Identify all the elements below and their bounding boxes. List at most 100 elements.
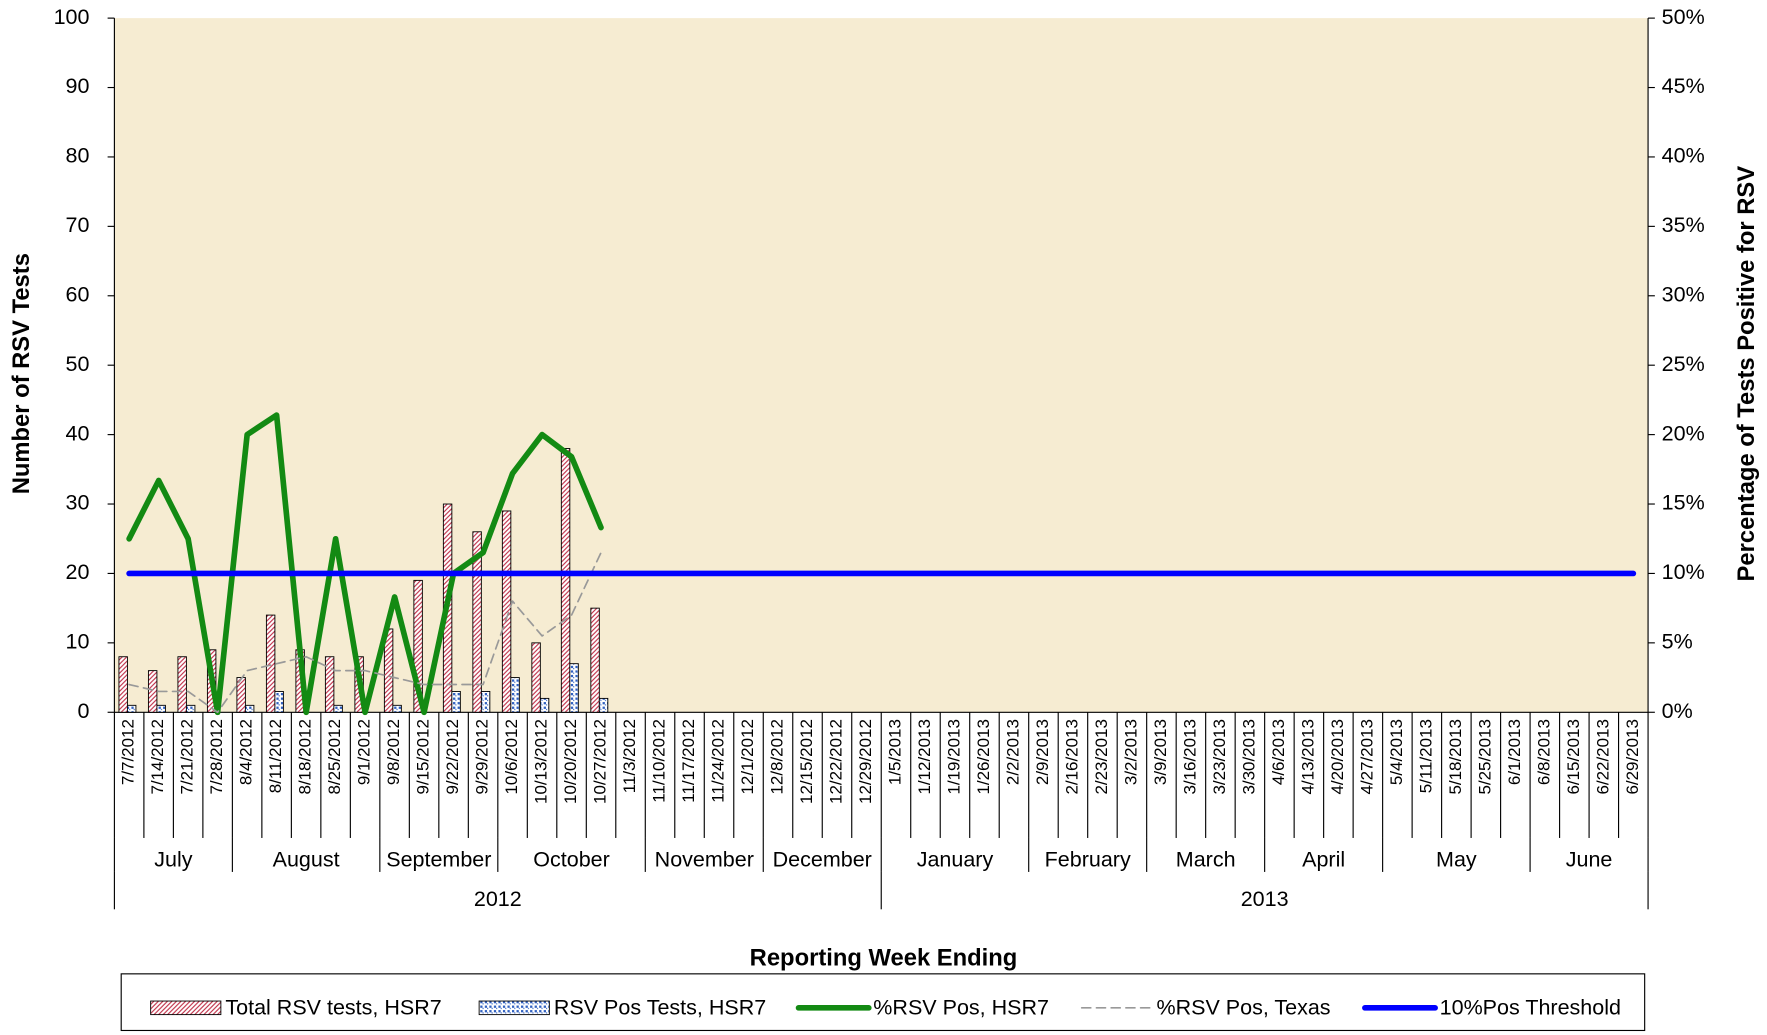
- x-tick-label: 1/12/2013: [915, 719, 934, 794]
- y2-tick-label: 35%: [1662, 213, 1705, 237]
- x-tick-label: 9/8/2012: [384, 719, 403, 785]
- bar: [118, 656, 128, 713]
- x-tick-label: 1/26/2013: [974, 719, 993, 794]
- x-tick-label: 12/15/2012: [797, 719, 816, 804]
- x-tick-label: 8/25/2012: [325, 719, 344, 794]
- x-tick-label: 8/4/2012: [237, 719, 256, 785]
- y-tick-label: 20: [66, 560, 90, 584]
- x-tick-label: 10/13/2012: [532, 719, 551, 804]
- y2-tick-label: 40%: [1662, 144, 1705, 168]
- x-tick-label: 10/20/2012: [561, 719, 580, 804]
- bar: [480, 690, 491, 713]
- y2-tick-label: 45%: [1662, 74, 1705, 98]
- month-label: December: [773, 847, 872, 871]
- x-tick-label: 8/11/2012: [266, 719, 285, 793]
- x-tick-label: 7/21/2012: [178, 719, 197, 794]
- x-tick-label: 9/22/2012: [443, 719, 462, 794]
- year-label: 2012: [474, 887, 522, 911]
- x-tick-label: 12/22/2012: [826, 719, 845, 804]
- x-tick-label: 11/17/2012: [679, 719, 698, 803]
- bar: [413, 579, 423, 713]
- bar: [244, 704, 255, 713]
- x-tick-label: 12/8/2012: [767, 719, 786, 794]
- x-tick-label: 3/16/2013: [1180, 719, 1199, 794]
- x-tick-label: 7/7/2012: [119, 719, 138, 785]
- bar: [156, 704, 166, 713]
- x-tick-label: 2/2/2013: [1003, 719, 1022, 785]
- y-tick-label: 80: [66, 144, 90, 168]
- bar: [451, 690, 461, 713]
- x-tick-label: 3/2/2013: [1121, 719, 1140, 785]
- x-tick-label: 5/4/2013: [1387, 719, 1406, 785]
- line: [126, 412, 604, 716]
- legend-swatch: [478, 1000, 550, 1016]
- month-label: July: [154, 847, 192, 871]
- bar: [126, 704, 137, 713]
- y2-tick-label: 30%: [1662, 282, 1705, 306]
- x-tick-label: 12/29/2012: [856, 719, 875, 804]
- y2-tick-label: 25%: [1662, 352, 1705, 376]
- y-tick-label: 10: [66, 630, 90, 654]
- legend-label: RSV Pos Tests, HSR7: [554, 996, 766, 1020]
- x-tick-label: 8/18/2012: [296, 719, 315, 794]
- x-tick-label: 12/1/2012: [738, 719, 757, 794]
- legend-box: [120, 973, 1646, 1032]
- x-tick-label: 2/23/2013: [1092, 719, 1111, 794]
- x-tick-label: 10/6/2012: [502, 719, 521, 794]
- x-tick-label: 9/15/2012: [414, 719, 433, 794]
- legend-label: %RSV Pos, Texas: [1156, 996, 1330, 1020]
- month-label: September: [386, 847, 491, 871]
- bar: [185, 704, 196, 713]
- y-tick-label: 100: [54, 5, 90, 29]
- month-label: May: [1436, 847, 1477, 871]
- y-tick-label: 60: [66, 282, 90, 306]
- x-tick-label: 3/30/2013: [1239, 719, 1258, 794]
- month-label: March: [1176, 847, 1236, 871]
- x-tick-label: 9/1/2012: [355, 719, 374, 785]
- x-tick-label: 3/23/2013: [1210, 719, 1229, 794]
- x-tick-label: 5/25/2013: [1475, 719, 1494, 794]
- legend-label: 10%Pos Threshold: [1440, 996, 1621, 1020]
- x-tick-label: 9/29/2012: [473, 719, 492, 794]
- x-tick-label: 11/10/2012: [650, 719, 669, 803]
- y-tick-label: 50: [66, 352, 90, 376]
- x-tick-label: 10/27/2012: [591, 719, 610, 804]
- year-label: 2013: [1241, 887, 1289, 911]
- bar: [590, 607, 600, 713]
- y-tick-label: 70: [66, 213, 90, 237]
- bar: [333, 704, 343, 713]
- y2-tick-label: 15%: [1662, 491, 1705, 515]
- x-tick-label: 5/11/2013: [1416, 719, 1435, 793]
- x-tick-label: 6/15/2013: [1564, 719, 1583, 794]
- x-tick-label: 4/13/2013: [1298, 719, 1317, 794]
- y-axis-title: Number of RSV Tests: [8, 253, 35, 494]
- y2-tick-label: 5%: [1662, 630, 1693, 654]
- x-tick-label: 7/14/2012: [148, 719, 167, 794]
- month-label: October: [533, 847, 609, 871]
- x-tick-label: 4/27/2013: [1357, 719, 1376, 794]
- month-label: June: [1566, 847, 1613, 871]
- y-tick-label: 30: [66, 491, 90, 515]
- x-tick-label: 1/19/2013: [944, 719, 963, 794]
- x-tick-label: 11/3/2012: [620, 719, 639, 793]
- bar: [539, 697, 550, 713]
- x-tick-label: 6/29/2013: [1623, 719, 1642, 794]
- bar: [177, 656, 187, 713]
- y2-tick-label: 50%: [1662, 5, 1705, 29]
- y-tick-label: 90: [66, 74, 90, 98]
- bar: [324, 656, 335, 713]
- bar: [560, 448, 571, 713]
- month-label: August: [273, 847, 340, 871]
- bar: [531, 642, 541, 713]
- x-tick-label: 7/28/2012: [207, 719, 226, 794]
- bar: [265, 614, 276, 713]
- bar: [510, 677, 520, 713]
- x-tick-label: 4/6/2013: [1269, 719, 1288, 785]
- x-tick-label: 1/5/2013: [885, 719, 904, 785]
- legend-swatch: [150, 1000, 222, 1016]
- bar: [598, 697, 609, 713]
- y2-axis-title: Percentage of Tests Positive for RSV: [1733, 166, 1760, 582]
- legend-label: %RSV Pos, HSR7: [873, 996, 1049, 1020]
- x-axis-title: Reporting Week Ending: [750, 944, 1018, 971]
